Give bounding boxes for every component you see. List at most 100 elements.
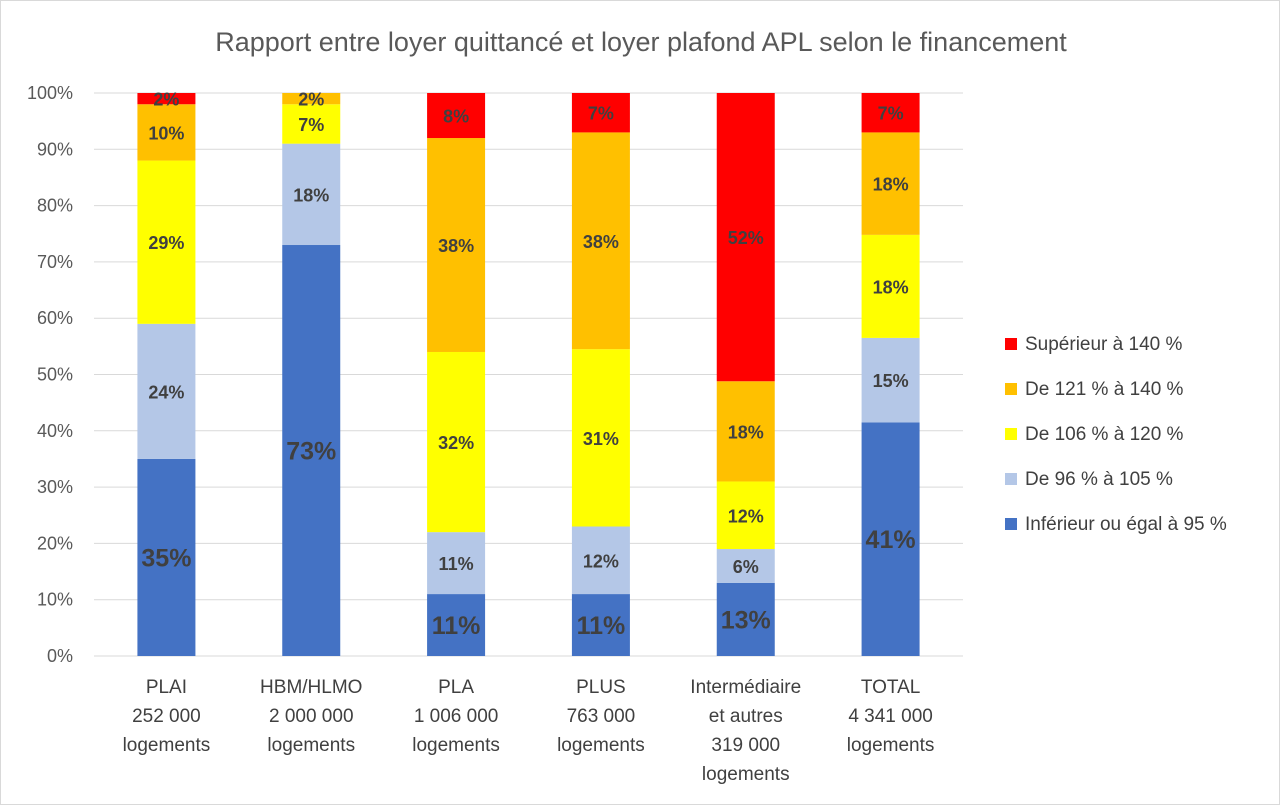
- segment-label: 11%: [432, 612, 481, 640]
- segment-label: 7%: [298, 115, 324, 135]
- category-label-line: Intermédiaire: [690, 677, 801, 698]
- y-tick-label: 40%: [37, 421, 73, 441]
- segment-label: 2%: [153, 90, 179, 110]
- bar-segment: [571, 132, 630, 350]
- gridlines: [94, 92, 963, 657]
- bar-segment: [282, 104, 341, 144]
- segment-label: 7%: [588, 104, 614, 124]
- y-tick-label: 20%: [37, 533, 73, 553]
- category-label-line: TOTAL: [861, 677, 920, 698]
- legend-swatch: [1005, 473, 1017, 485]
- category-label-line: 1 006 000: [414, 706, 499, 727]
- legend-swatch: [1005, 428, 1017, 440]
- bar-segment: [716, 549, 775, 583]
- segment-label: 12%: [583, 551, 619, 571]
- segment-label: 6%: [733, 557, 759, 577]
- bar-segment: [716, 481, 775, 550]
- bars: [137, 93, 920, 656]
- legend-label: De 106 % à 120 %: [1025, 424, 1184, 445]
- y-tick-label: 50%: [37, 365, 73, 385]
- category-label-line: PLUS: [576, 677, 626, 698]
- bar-segment: [571, 594, 630, 656]
- chart-title: Rapport entre loyer quittancé et loyer p…: [215, 27, 1067, 57]
- y-tick-label: 30%: [37, 477, 73, 497]
- legend-label: De 96 % à 105 %: [1025, 469, 1173, 490]
- segment-label: 24%: [148, 382, 184, 402]
- category-label-line: 252 000: [132, 706, 201, 727]
- bar-segment: [861, 337, 920, 423]
- legend-swatch: [1005, 518, 1017, 530]
- bar-segment: [282, 245, 341, 656]
- bar-segment: [861, 422, 920, 656]
- category-label: TOTAL 4 341 000 logements: [847, 677, 935, 756]
- category-label-line: 763 000: [567, 706, 636, 727]
- segment-label: 18%: [293, 185, 329, 205]
- category-label-line: HBM/HLMO: [260, 677, 362, 698]
- y-tick-label: 80%: [37, 196, 73, 216]
- segment-label: 11%: [577, 612, 626, 640]
- bar-segment: [137, 458, 196, 656]
- bar-segment: [137, 323, 196, 459]
- category-label: PLAI 252 000 logements: [123, 677, 211, 756]
- category-label: PLA 1 006 000 logements: [412, 677, 500, 756]
- segment-label: 10%: [148, 123, 184, 143]
- bar-segment: [716, 93, 775, 382]
- segment-label: 18%: [873, 175, 909, 195]
- category-label-line: et autres: [709, 706, 783, 727]
- bar-segment: [571, 526, 630, 595]
- category-label-line: 319 000: [711, 735, 780, 756]
- bar-segment: [137, 93, 196, 105]
- segment-label: 18%: [728, 422, 764, 442]
- bar-segment: [427, 93, 486, 139]
- bar-segment: [571, 349, 630, 527]
- category-label-line: logements: [267, 735, 355, 756]
- bar-segment: [716, 582, 775, 656]
- segment-label: 35%: [141, 544, 191, 572]
- category-label-line: logements: [557, 735, 645, 756]
- category-label-line: logements: [123, 735, 211, 756]
- category-label-line: 4 341 000: [848, 706, 933, 727]
- segment-label: 7%: [878, 104, 904, 124]
- legend-label: Inférieur ou égal à 95 %: [1025, 514, 1227, 535]
- segment-label: 13%: [721, 606, 771, 634]
- segment-label: 18%: [873, 277, 909, 297]
- legend-swatch: [1005, 338, 1017, 350]
- segment-label: 15%: [873, 371, 909, 391]
- legend-label: De 121 % à 140 %: [1025, 379, 1184, 400]
- y-tick-label: 60%: [37, 308, 73, 328]
- segment-label: 73%: [286, 438, 336, 466]
- segment-label: 38%: [583, 232, 619, 252]
- segment-label: 38%: [438, 236, 474, 256]
- category-label-line: logements: [412, 735, 500, 756]
- bar-segment: [427, 138, 486, 352]
- bar-segment: [137, 104, 196, 161]
- segment-label: 52%: [728, 228, 764, 248]
- category-label-line: 2 000 000: [269, 706, 354, 727]
- segment-label: 41%: [866, 526, 916, 554]
- bar-segment: [137, 160, 196, 324]
- legend-swatch: [1005, 383, 1017, 395]
- segment-label: 8%: [443, 107, 469, 127]
- category-label-line: PLAI: [146, 677, 187, 698]
- bar-segment: [861, 93, 920, 133]
- y-tick-label: 100%: [27, 83, 73, 103]
- y-tick-label: 90%: [37, 139, 73, 159]
- y-tick-label: 70%: [37, 252, 73, 272]
- x-axis-categories: PLAI 252 000 logements HBM/HLMO 2 000 000 log…: [123, 677, 935, 785]
- segment-label: 29%: [148, 233, 184, 253]
- bar-segment: [282, 143, 341, 246]
- category-label: Intermédiaire et autres 319 000 logements: [690, 677, 801, 785]
- bar-segment: [282, 93, 341, 105]
- bar-segment: [427, 532, 486, 595]
- bar-segment: [427, 351, 486, 533]
- segment-label: 32%: [438, 433, 474, 453]
- segment-label: 12%: [728, 506, 764, 526]
- legend-label: Supérieur à 140 %: [1025, 334, 1182, 355]
- category-label-line: logements: [847, 735, 935, 756]
- bar-segment: [571, 93, 630, 133]
- y-axis-ticks: 0% 10% 20% 30% 40% 50% 60% 70% 80% 90% 100%: [27, 83, 73, 666]
- segment-label: 2%: [298, 90, 324, 110]
- bar-segment: [861, 132, 920, 235]
